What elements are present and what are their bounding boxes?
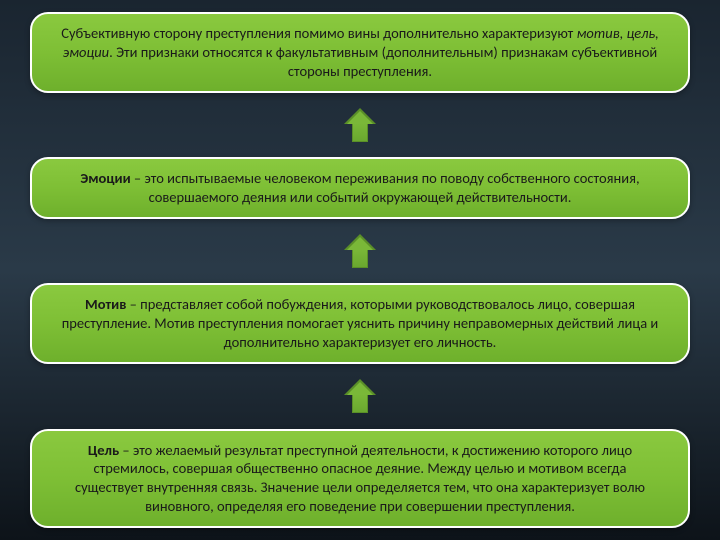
arrow-3 xyxy=(30,378,690,414)
intro-post: . Эти признаки относятся к факультативны… xyxy=(109,43,657,80)
goal-term: Цель xyxy=(88,441,119,459)
intro-box: Субъективную сторону преступления помимо… xyxy=(30,12,690,93)
emotions-def: – это испытываемые человеком переживания… xyxy=(131,169,640,206)
motive-box: Мотив – представляет собой побуждения, к… xyxy=(30,283,690,364)
up-arrow-icon xyxy=(344,379,376,413)
up-arrow-icon xyxy=(344,234,376,268)
goal-box: Цель – это желаемый результат преступной… xyxy=(30,429,690,528)
emotions-box: Эмоции – это испытываемые человеком пере… xyxy=(30,157,690,219)
emotions-term: Эмоции xyxy=(80,169,130,187)
motive-def: – представляет собой побуждения, которым… xyxy=(62,295,659,351)
intro-pre: Субъективную сторону преступления помимо… xyxy=(61,24,576,42)
arrow-1 xyxy=(30,107,690,143)
goal-def: – это желаемый результат преступной деят… xyxy=(75,441,645,516)
up-arrow-icon xyxy=(344,108,376,142)
motive-term: Мотив xyxy=(85,295,126,313)
arrow-2 xyxy=(30,233,690,269)
